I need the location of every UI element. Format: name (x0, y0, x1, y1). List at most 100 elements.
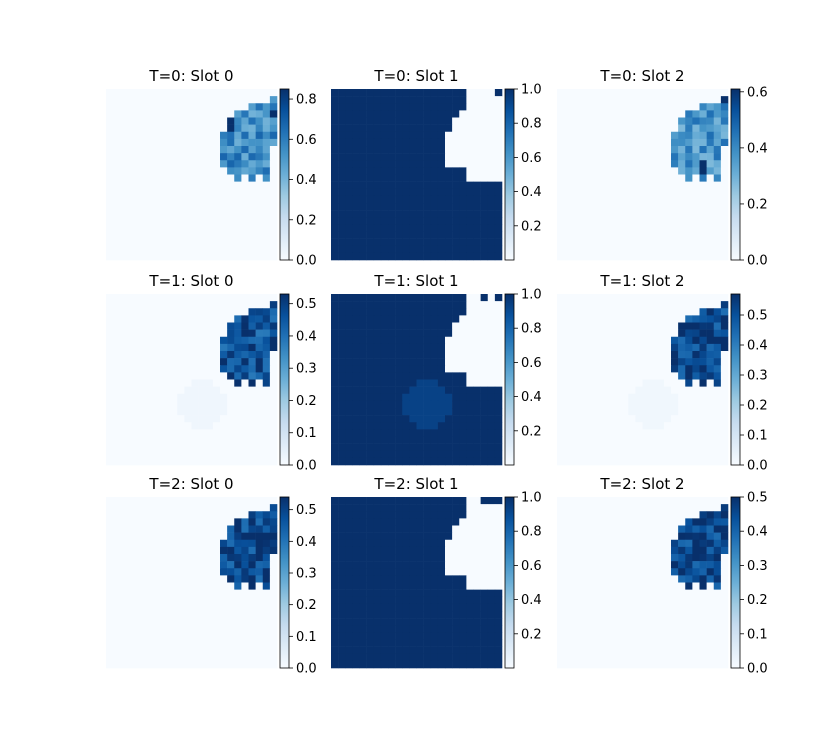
heatmap-cell (269, 188, 278, 197)
heatmap-cell (494, 110, 503, 118)
heatmap-cell (248, 582, 256, 590)
heatmap-cell (184, 301, 192, 309)
heatmap-cell (205, 224, 214, 232)
heatmap-cell (480, 525, 489, 533)
heatmap-cell (155, 343, 164, 352)
heatmap-cell (557, 153, 565, 161)
heatmap-cell (642, 393, 650, 402)
heatmap-cell (592, 443, 601, 452)
heatmap-cell (395, 181, 403, 190)
heatmap-cell (713, 504, 722, 512)
heatmap-cell (227, 245, 235, 254)
heatmap-cell (466, 646, 474, 655)
heatmap-cell (106, 365, 114, 373)
heatmap-cell (649, 457, 658, 466)
heatmap-cell (459, 589, 467, 598)
heatmap-cell (359, 110, 367, 118)
heatmap-cell (395, 653, 403, 662)
heatmap-cell (706, 511, 715, 519)
heatmap-cell (409, 646, 417, 655)
heatmap-cell (480, 429, 489, 437)
heatmap-cell (571, 568, 579, 576)
heatmap-cell (380, 589, 389, 598)
heatmap-cell (345, 639, 353, 647)
heatmap-cell (345, 89, 353, 97)
heatmap-cell (656, 532, 665, 541)
heatmap-cell (466, 546, 474, 555)
heatmap-cell (671, 561, 679, 569)
heatmap-cell (466, 639, 474, 647)
heatmap-cell (170, 343, 178, 352)
heatmap-cell (113, 315, 121, 323)
heatmap-cell (148, 252, 157, 261)
heatmap-cell (628, 188, 636, 197)
heatmap-cell (163, 110, 171, 118)
heatmap-cell (198, 400, 207, 409)
heatmap-cell (220, 561, 228, 569)
heatmap-cell (480, 252, 489, 261)
heatmap-cell (466, 408, 474, 416)
heatmap-cell (557, 322, 565, 330)
heatmap-cell (163, 393, 171, 402)
heatmap-cell (127, 632, 135, 640)
heatmap-cell (241, 131, 249, 140)
heatmap-cell (692, 231, 700, 239)
heatmap-cell (220, 210, 228, 218)
heatmap-cell (373, 582, 382, 590)
heatmap-cell (685, 393, 693, 402)
heatmap-cell (452, 525, 460, 533)
heatmap-cell (227, 351, 235, 359)
heatmap-cell (127, 336, 135, 345)
heatmap-cell (338, 400, 346, 409)
heatmap-cell (269, 582, 278, 590)
heatmap-cell (480, 546, 489, 555)
heatmap-cell (148, 365, 157, 373)
heatmap-cell (494, 167, 503, 175)
heatmap-cell (564, 539, 572, 548)
heatmap-cell (120, 124, 128, 133)
heatmap-cell (614, 379, 622, 387)
colorbar-tick-label: 0.6 (296, 133, 317, 148)
heatmap-cell (592, 561, 601, 569)
heatmap-cell (120, 138, 128, 147)
heatmap-cell (338, 124, 346, 133)
heatmap-cell (234, 497, 242, 505)
heatmap-cell (699, 195, 707, 204)
heatmap-cell (409, 511, 417, 519)
heatmap-cell (678, 217, 686, 225)
heatmap-cell (614, 329, 622, 338)
heatmap-cell (494, 203, 503, 211)
heatmap-cell (487, 372, 496, 380)
heatmap-cell (692, 532, 700, 541)
heatmap-cell (198, 174, 207, 182)
heatmap-cell (416, 203, 424, 211)
heatmap-cell (649, 301, 658, 309)
heatmap-cell (155, 322, 164, 330)
heatmap-cell (402, 294, 410, 302)
heatmap-cell (127, 611, 135, 619)
heatmap-cell (134, 153, 142, 161)
heatmap-cell (606, 372, 615, 380)
heatmap-cell (571, 422, 579, 430)
heatmap-cell (170, 646, 178, 655)
heatmap-cell (473, 217, 481, 225)
heatmap-cell (692, 188, 700, 197)
heatmap-cell (494, 224, 503, 232)
heatmap-cell (459, 415, 467, 423)
heatmap-cell (621, 103, 629, 111)
heatmap-cell (402, 400, 410, 409)
heatmap-cell (127, 422, 135, 430)
heatmap-cell (255, 603, 264, 612)
heatmap-cell (423, 596, 432, 605)
heatmap-cell (127, 238, 135, 247)
heatmap-cell (212, 110, 221, 118)
heatmap-cell (445, 188, 453, 197)
heatmap-cell (692, 450, 700, 459)
heatmap-cell (706, 252, 715, 261)
heatmap-cell (388, 245, 396, 254)
heatmap-cell (599, 160, 608, 168)
heatmap-cell (480, 167, 489, 175)
heatmap-cell (248, 497, 256, 505)
heatmap-cell (120, 561, 128, 569)
heatmap-cell (106, 238, 114, 247)
